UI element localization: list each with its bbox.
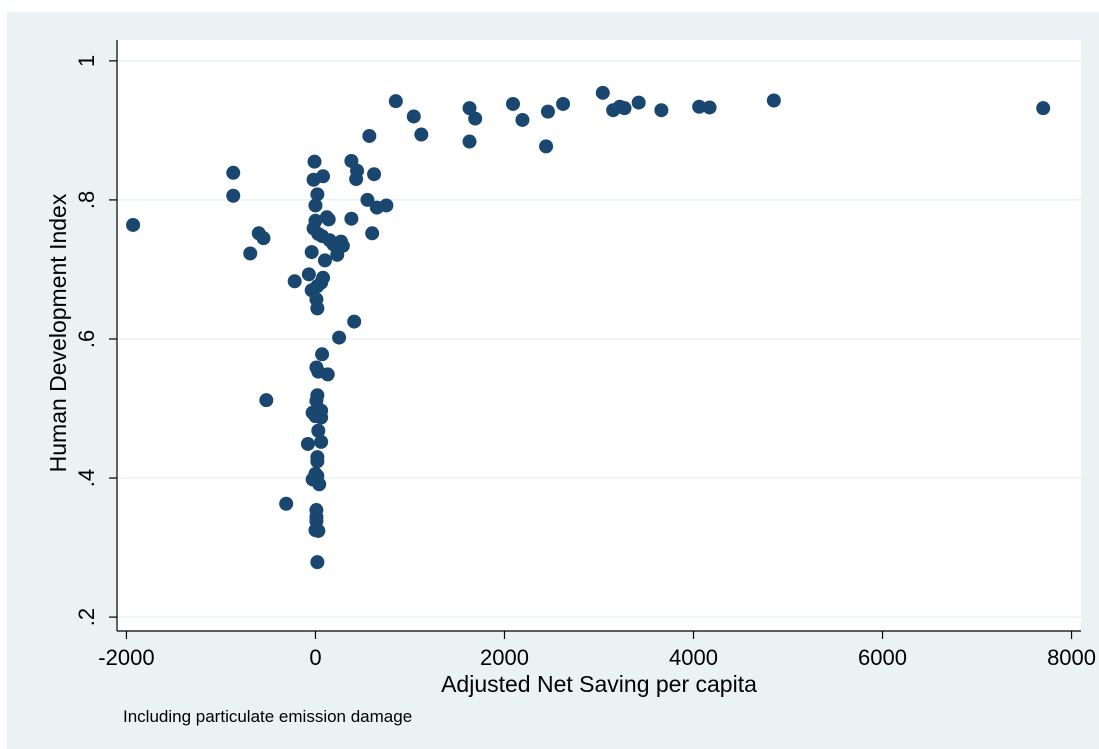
x-tick-label: 6000 — [858, 645, 907, 670]
data-point — [654, 103, 669, 118]
data-point — [301, 267, 316, 282]
data-point — [539, 139, 554, 154]
data-point — [332, 330, 347, 345]
data-point — [379, 198, 394, 213]
data-point — [256, 231, 271, 246]
data-point — [312, 477, 327, 492]
data-point — [406, 109, 421, 124]
data-point — [505, 96, 520, 111]
data-points — [126, 85, 1051, 570]
data-point — [367, 167, 382, 182]
data-point — [259, 393, 274, 408]
data-point — [311, 523, 326, 538]
data-point — [540, 104, 555, 119]
x-axis-title: Adjusted Net Saving per capita — [441, 671, 757, 697]
data-point — [330, 247, 345, 262]
data-point — [462, 101, 477, 116]
data-point — [692, 99, 707, 114]
data-point — [556, 96, 571, 111]
x-tick-label: -2000 — [98, 645, 154, 670]
y-tick-label: .6 — [74, 330, 99, 348]
data-point — [310, 279, 325, 294]
data-point — [321, 212, 336, 227]
data-point — [349, 172, 364, 187]
data-point — [226, 165, 241, 180]
y-axis-title: Human Development Index — [45, 193, 71, 472]
data-point — [702, 100, 717, 115]
data-point — [595, 85, 610, 100]
data-point — [300, 436, 315, 451]
data-point — [462, 134, 477, 149]
data-point — [344, 211, 359, 226]
data-point — [766, 93, 781, 108]
data-point — [310, 187, 325, 202]
data-point — [365, 226, 380, 241]
data-point — [243, 246, 258, 261]
data-point — [414, 127, 429, 142]
data-point — [226, 188, 241, 203]
x-tick-label: 4000 — [669, 645, 718, 670]
data-point — [310, 301, 325, 316]
data-point — [126, 217, 141, 232]
data-point — [468, 111, 483, 126]
gridlines — [117, 60, 1081, 618]
y-tick-label: .4 — [74, 469, 99, 487]
y-tick-label: .8 — [74, 191, 99, 209]
y-tick-label: .2 — [74, 608, 99, 626]
data-point — [308, 198, 323, 213]
data-point — [347, 314, 362, 329]
x-tick-label: 8000 — [1047, 645, 1096, 670]
data-point — [515, 112, 530, 127]
data-point — [631, 95, 646, 110]
data-point — [320, 367, 335, 382]
data-point — [308, 213, 323, 228]
x-axis-ticks: -2000 0 2000 4000 6000 8000 — [98, 631, 1096, 670]
y-tick-label: 1 — [74, 55, 99, 67]
x-tick-label: 2000 — [480, 645, 529, 670]
chart-note: Including particulate emission damage — [123, 707, 412, 726]
data-point — [315, 347, 330, 362]
x-tick-label: 0 — [309, 645, 321, 670]
data-point — [360, 192, 375, 207]
y-axis-ticks: .2 .4 .6 .8 1 — [74, 55, 117, 626]
plot-area — [117, 40, 1081, 631]
data-point — [617, 101, 632, 116]
data-point — [314, 434, 329, 449]
data-point — [316, 169, 331, 184]
data-point — [317, 253, 332, 268]
data-point — [279, 496, 294, 511]
data-point — [287, 274, 302, 289]
data-point — [1036, 101, 1051, 116]
data-point — [314, 410, 329, 425]
data-point — [388, 94, 403, 109]
data-point — [310, 454, 325, 469]
data-point — [311, 423, 326, 438]
data-point — [304, 245, 319, 260]
data-point — [307, 154, 322, 169]
data-point — [362, 128, 377, 143]
data-point — [310, 555, 325, 570]
